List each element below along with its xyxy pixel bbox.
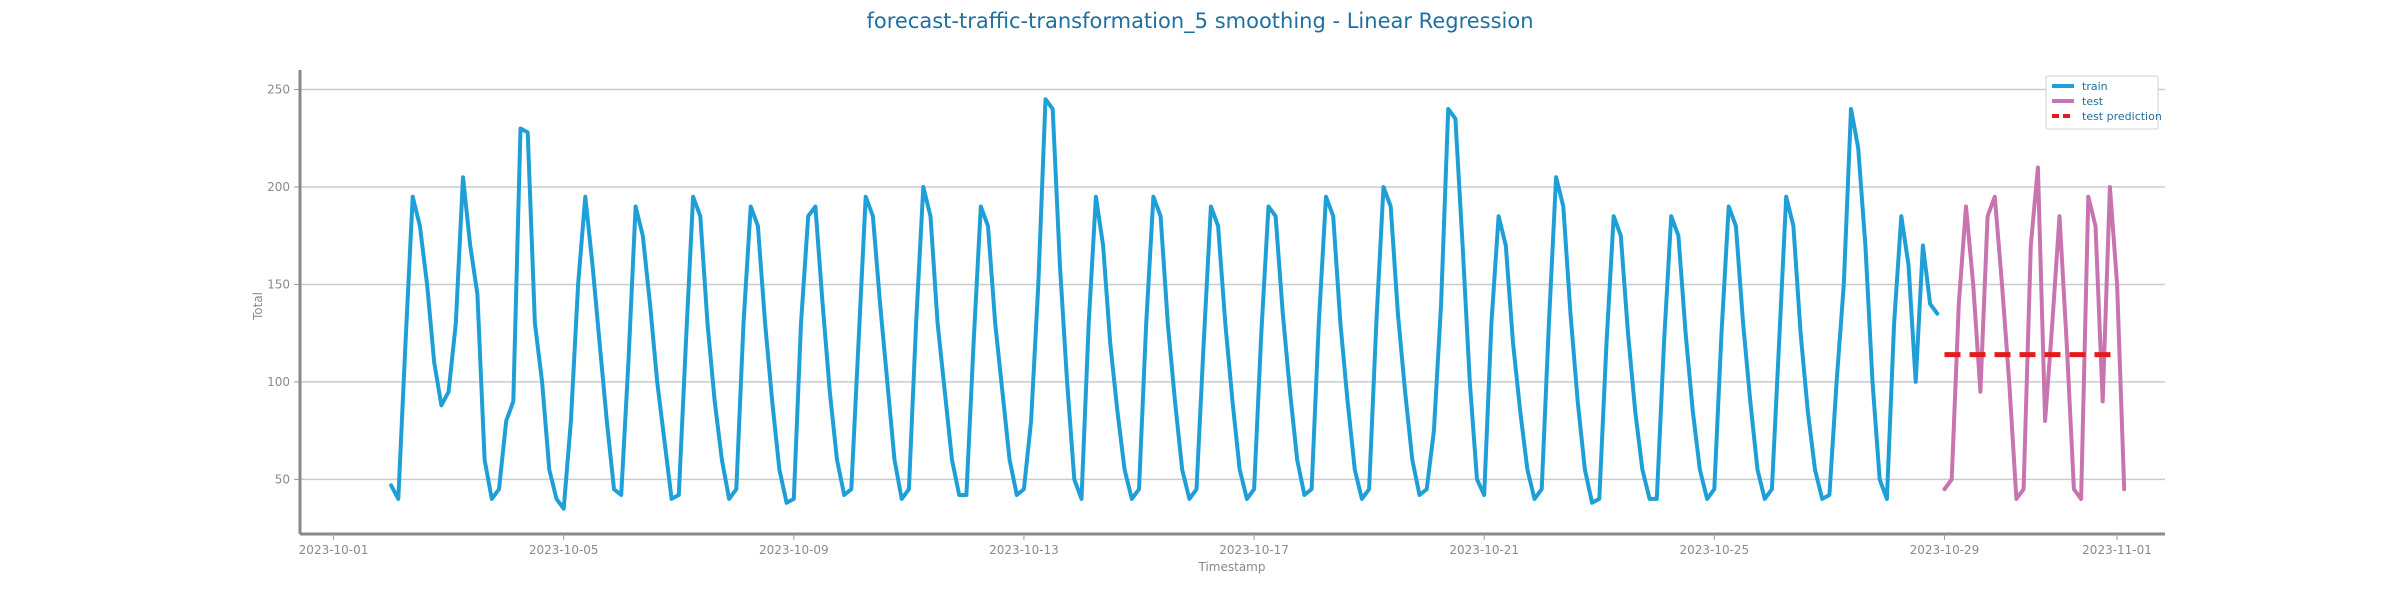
- axes: 50 100 150 200 250 2023-10-01 2023-10-05 2023-1…: [267, 70, 2165, 557]
- legend-entry-label: test prediction: [2082, 110, 2162, 123]
- chart-title: forecast-traffic-transformation_5 smooth…: [866, 9, 1533, 34]
- y-axis-label: Total: [251, 292, 265, 321]
- series-train-line: [389, 97, 1940, 511]
- legend-entry-label: train: [2082, 80, 2108, 93]
- grid-lines: [300, 88, 2165, 481]
- y-tick-label: 200: [267, 180, 290, 194]
- x-tick-label: 2023-10-17: [1219, 543, 1289, 557]
- x-axis-label: Timestamp: [1198, 560, 1266, 574]
- x-tick-label: 2023-10-25: [1679, 543, 1749, 557]
- x-tick-label: 2023-10-13: [989, 543, 1059, 557]
- y-tick-label: 150: [267, 277, 290, 291]
- legend: train test test prediction: [2045, 75, 2162, 130]
- y-tick-label: 250: [267, 82, 290, 96]
- series-test-line: [1942, 165, 2127, 501]
- x-tick-label: 2023-10-01: [299, 543, 369, 557]
- legend-box: [2045, 75, 2159, 130]
- y-tick-label: 100: [267, 375, 290, 389]
- y-tick-label: 50: [275, 472, 290, 486]
- x-tick-label: 2023-11-01: [2082, 543, 2152, 557]
- series-layer: [389, 97, 2127, 511]
- x-tick-label: 2023-10-05: [529, 543, 599, 557]
- legend-entry-label: test: [2082, 95, 2104, 108]
- x-tick-label: 2023-10-29: [1910, 543, 1980, 557]
- x-tick-label: 2023-10-09: [759, 543, 829, 557]
- x-tick-label: 2023-10-21: [1449, 543, 1519, 557]
